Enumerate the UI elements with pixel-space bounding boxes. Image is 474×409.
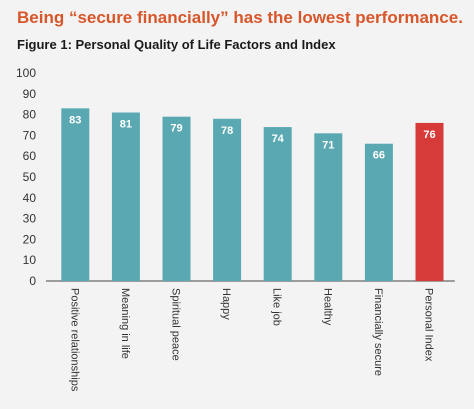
bar bbox=[364, 143, 393, 281]
bar bbox=[111, 112, 140, 282]
y-tick-label: 10 bbox=[23, 253, 37, 267]
y-axis-ticks: 0 10 20 30 40 50 60 70 80 90 100 bbox=[16, 66, 36, 288]
bar bbox=[263, 127, 292, 281]
category-label: Healthy bbox=[321, 288, 333, 326]
bar bbox=[213, 118, 242, 281]
y-tick-label: 50 bbox=[23, 170, 37, 184]
y-tick-label: 60 bbox=[23, 149, 37, 163]
bar-value-label: 71 bbox=[322, 139, 334, 151]
y-tick-label: 0 bbox=[29, 274, 36, 288]
bar-value-label: 83 bbox=[69, 114, 81, 126]
category-label: Happy bbox=[220, 288, 232, 320]
bar bbox=[314, 133, 343, 281]
y-tick-label: 70 bbox=[23, 128, 37, 142]
y-tick-label: 30 bbox=[23, 212, 37, 226]
category-labels: Positive relationships Meaning in life Spi… bbox=[68, 288, 434, 392]
headline: Being “secure financially” has the lowes… bbox=[17, 8, 463, 27]
bars bbox=[61, 108, 444, 282]
bar-value-label: 74 bbox=[272, 133, 285, 145]
y-tick-label: 40 bbox=[23, 191, 37, 205]
category-label: Positive relationships bbox=[68, 288, 80, 392]
bar-value-label: 79 bbox=[170, 123, 182, 135]
figure-title: Figure 1: Personal Quality of Life Facto… bbox=[17, 37, 336, 52]
bar-value-label: 78 bbox=[221, 125, 233, 137]
bar-value-label: 81 bbox=[120, 119, 132, 131]
bar bbox=[162, 116, 191, 282]
bar bbox=[415, 122, 444, 281]
y-tick-label: 80 bbox=[23, 108, 37, 122]
y-tick-label: 100 bbox=[16, 66, 36, 80]
category-label: Financially secure bbox=[372, 288, 384, 376]
category-label: Meaning in life bbox=[119, 288, 131, 359]
y-tick-label: 20 bbox=[23, 232, 37, 246]
category-label: Personal Index bbox=[423, 288, 435, 362]
category-label: Spiritual peace bbox=[170, 288, 182, 361]
category-label: Like job bbox=[271, 288, 283, 326]
bar-value-label: 66 bbox=[373, 150, 385, 162]
bar-value-label: 76 bbox=[423, 129, 435, 141]
data-labels: 83 81 79 78 74 71 66 76 bbox=[69, 114, 435, 161]
y-tick-label: 90 bbox=[23, 87, 37, 101]
bar bbox=[61, 108, 90, 281]
